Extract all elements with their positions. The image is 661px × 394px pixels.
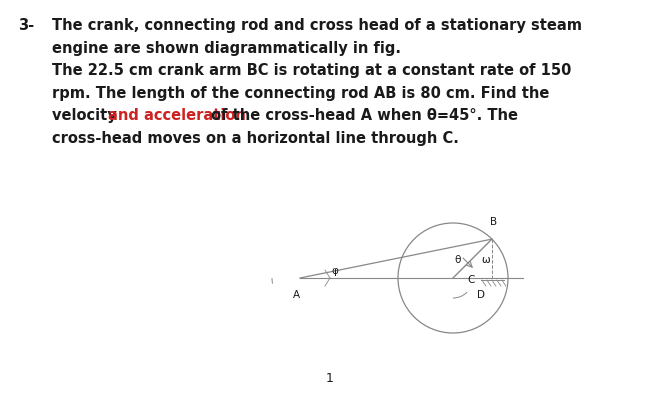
Text: A: A	[292, 290, 299, 300]
Text: The 22.5 cm crank arm BC is rotating at a constant rate of 150: The 22.5 cm crank arm BC is rotating at …	[52, 63, 571, 78]
Text: rpm. The length of the connecting rod AB is 80 cm. Find the: rpm. The length of the connecting rod AB…	[52, 85, 549, 100]
Text: B: B	[490, 217, 498, 227]
Text: velocity: velocity	[52, 108, 122, 123]
Text: φ: φ	[332, 266, 338, 276]
Text: D: D	[477, 290, 485, 300]
Text: θ: θ	[455, 255, 461, 265]
Text: C: C	[467, 275, 475, 285]
Text: 1: 1	[326, 372, 334, 385]
Text: of the cross-head A when θ=45°. The: of the cross-head A when θ=45°. The	[206, 108, 518, 123]
Text: The crank, connecting rod and cross head of a stationary steam: The crank, connecting rod and cross head…	[52, 18, 582, 33]
Text: cross-head moves on a horizontal line through C.: cross-head moves on a horizontal line th…	[52, 130, 459, 145]
Text: engine are shown diagrammatically in fig.: engine are shown diagrammatically in fig…	[52, 41, 401, 56]
Text: ω: ω	[481, 255, 490, 265]
Text: 3-: 3-	[18, 18, 34, 33]
Text: and acceleration: and acceleration	[108, 108, 245, 123]
